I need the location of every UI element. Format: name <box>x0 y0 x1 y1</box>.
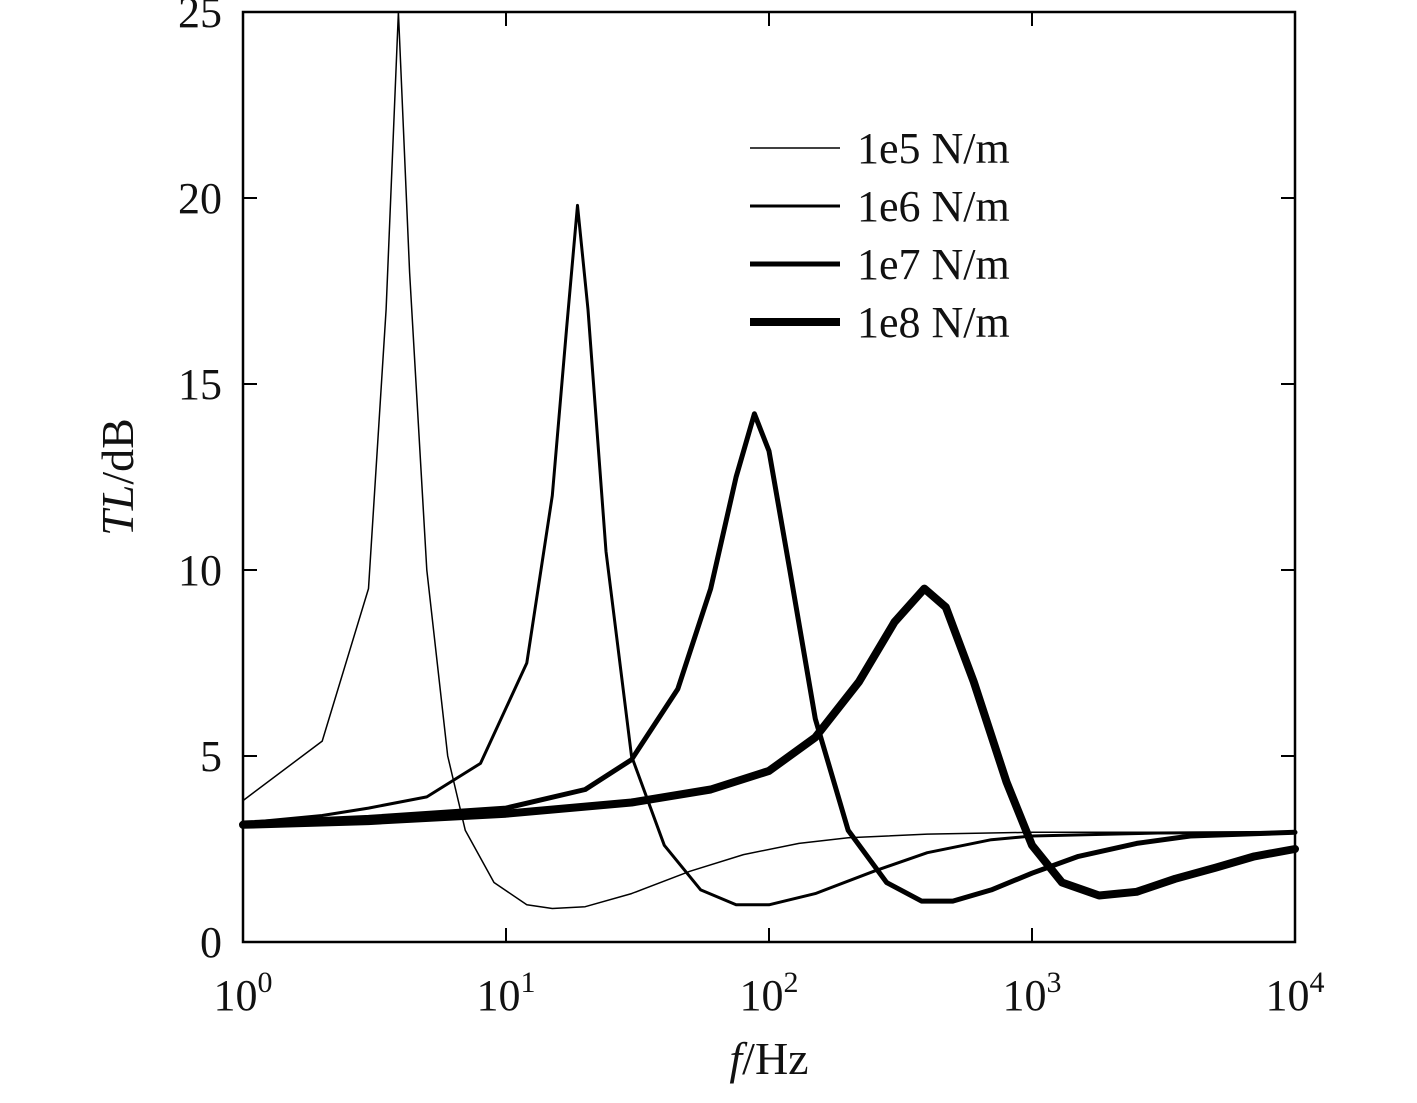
x-tick-labels: 100 101 102 103 104 <box>214 966 1325 1020</box>
plot-frame <box>241 10 1297 944</box>
x-tick-label-base: 10 <box>740 971 784 1020</box>
legend-label-2: 1e7 N/m <box>857 240 1010 289</box>
y-tick-label-1: 5 <box>200 732 222 781</box>
y-tick-label-5: 25 <box>178 0 222 37</box>
x-tick-label-exponent: 4 <box>1310 966 1325 999</box>
series-line-0 <box>242 11 1296 910</box>
x-axis-title-unit: /Hz <box>742 1033 808 1084</box>
y-tick-label-2: 10 <box>178 546 222 595</box>
x-tick-label-1: 101 <box>477 966 536 1020</box>
legend-label-0: 1e5 N/m <box>857 124 1010 173</box>
y-tick-label-4: 20 <box>178 174 222 223</box>
y-tick-label-0: 0 <box>200 918 222 967</box>
x-tick-label-exponent: 3 <box>1047 966 1062 999</box>
y-axis-title-italic: TL <box>92 485 143 536</box>
x-tick-label-0: 100 <box>214 966 273 1020</box>
y-tick-labels: 0 5 10 15 20 25 <box>178 0 222 967</box>
series-line-3 <box>239 584 1299 900</box>
x-tick-label-exponent: 0 <box>258 966 273 999</box>
axis-ticks <box>242 11 1296 943</box>
x-axis-title: f/Hz <box>729 1033 808 1084</box>
y-tick-label-3: 15 <box>178 360 222 409</box>
x-tick-label-3: 103 <box>1003 966 1062 1020</box>
x-tick-label-base: 10 <box>1266 971 1310 1020</box>
y-axis-title: TL/dB <box>92 418 143 536</box>
series-line-2 <box>240 411 1298 904</box>
legend-label-1: 1e6 N/m <box>857 182 1010 231</box>
x-tick-label-exponent: 2 <box>784 966 799 999</box>
legend: 1e5 N/m 1e6 N/m 1e7 N/m 1e8 N/m <box>750 124 1010 347</box>
x-tick-label-4: 104 <box>1266 966 1325 1020</box>
x-tick-label-2: 102 <box>740 966 799 1020</box>
legend-label-3: 1e8 N/m <box>857 298 1010 347</box>
y-axis-title-unit: /dB <box>92 418 143 484</box>
x-tick-label-base: 10 <box>214 971 258 1020</box>
x-tick-label-exponent: 1 <box>521 966 536 999</box>
data-series <box>239 11 1299 910</box>
x-tick-label-base: 10 <box>1003 971 1047 1020</box>
x-tick-label-base: 10 <box>477 971 521 1020</box>
